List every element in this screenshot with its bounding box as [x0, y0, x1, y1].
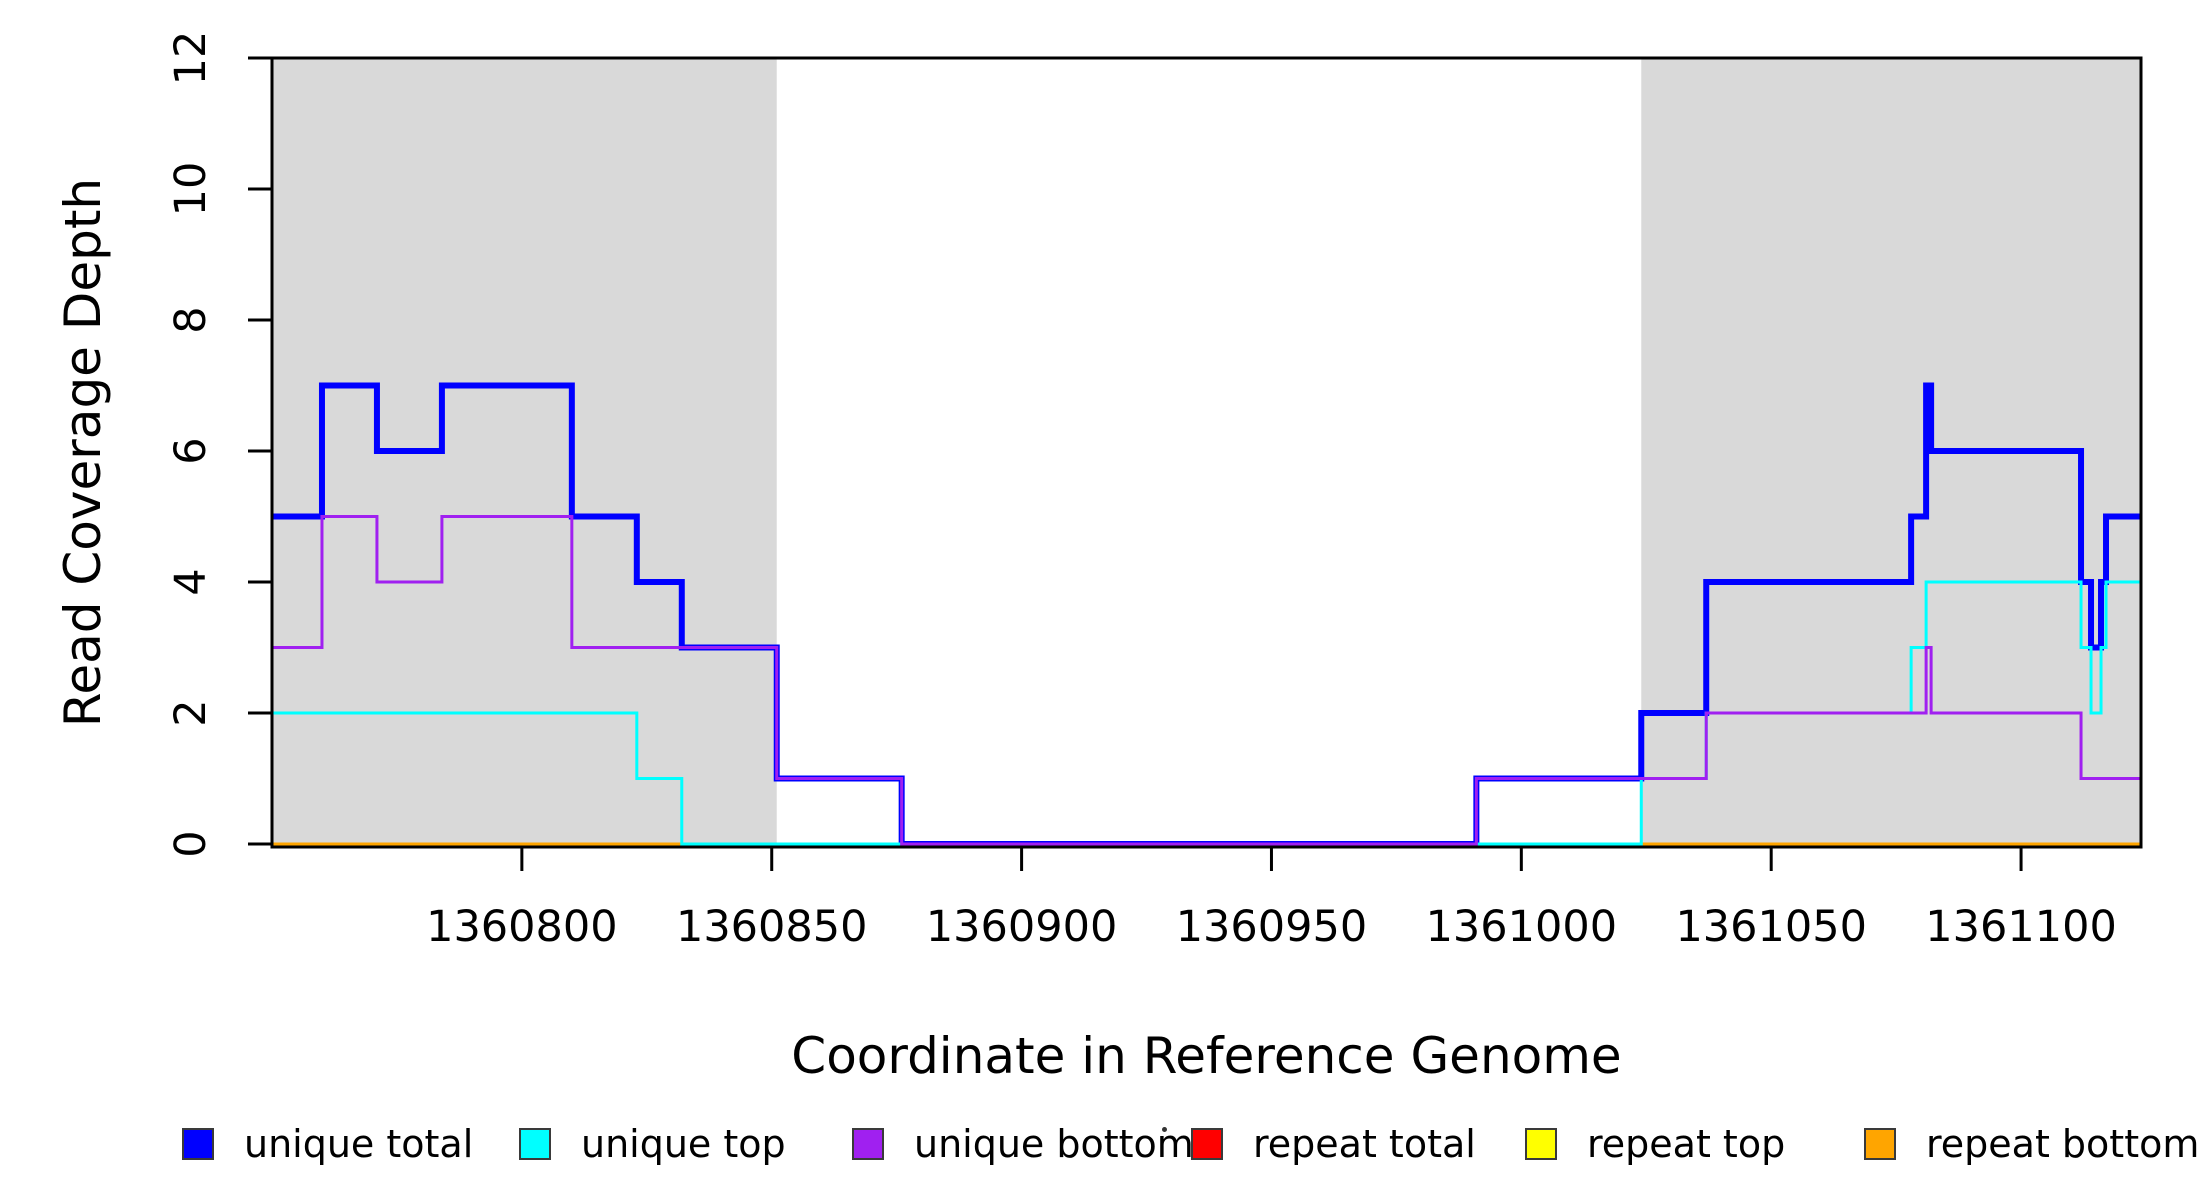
y-tick-label: 10: [166, 162, 216, 217]
series-unique-top: [272, 580, 2141, 846]
y-axis-title: Read Coverage Depth: [54, 178, 112, 727]
y-tick-label: 6: [166, 437, 216, 464]
plot-box: [270, 56, 2143, 849]
x-tick-label: 1361000: [1426, 902, 1618, 952]
stray-dot: [1162, 1127, 1167, 1132]
x-tick-label: 1360950: [1176, 902, 1368, 952]
series-unique-bottom: [272, 515, 2141, 846]
repeat-region-left: [272, 58, 777, 847]
x-tick-label: 1360850: [676, 902, 868, 952]
x-tick-label: 1361050: [1675, 902, 1867, 952]
y-tick-label: 8: [166, 306, 216, 333]
x-axis-title: Coordinate in Reference Genome: [791, 1027, 1621, 1085]
x-tick-label: 1361100: [1925, 902, 2117, 952]
x-tick-label: 1360800: [426, 902, 618, 952]
y-tick-label: 4: [166, 568, 216, 595]
y-tick-label: 12: [166, 31, 216, 86]
x-tick-label: 1360900: [926, 902, 1118, 952]
y-tick-label: 2: [166, 699, 216, 726]
y-tick-label: 0: [166, 830, 216, 857]
